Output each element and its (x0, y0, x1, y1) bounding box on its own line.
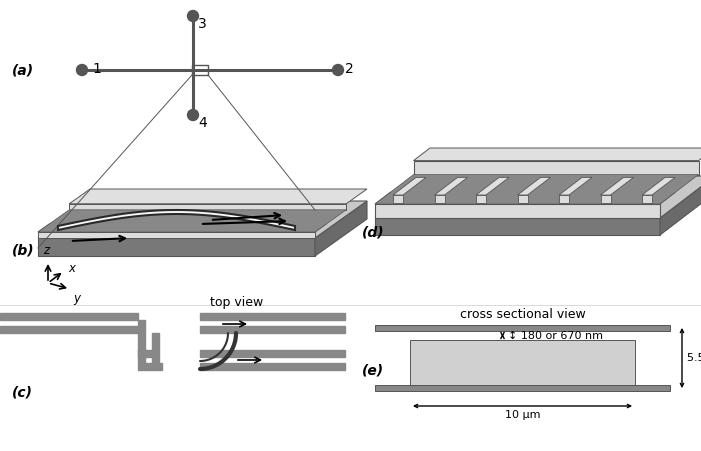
Bar (138, 363, 162, 370)
Text: (e): (e) (362, 363, 384, 377)
Circle shape (76, 64, 88, 75)
Text: (b): (b) (12, 243, 34, 257)
Polygon shape (69, 189, 367, 204)
Polygon shape (517, 177, 550, 195)
Polygon shape (559, 195, 569, 203)
Bar (138, 320, 145, 363)
Polygon shape (375, 176, 701, 218)
Polygon shape (38, 224, 327, 232)
Text: 1: 1 (92, 62, 101, 76)
Polygon shape (642, 177, 675, 195)
Bar (375, 325, 670, 331)
Bar (410, 340, 635, 385)
Polygon shape (375, 192, 675, 204)
Text: x: x (68, 262, 75, 276)
Text: 5.5 μm: 5.5 μm (687, 353, 701, 363)
Circle shape (332, 64, 343, 75)
Bar (138, 350, 152, 357)
Polygon shape (315, 201, 367, 256)
Polygon shape (38, 210, 346, 232)
Text: 2: 2 (345, 62, 354, 76)
Polygon shape (660, 176, 701, 235)
Text: top view: top view (210, 296, 264, 309)
Bar (0, 326, 138, 333)
Bar (200, 326, 345, 333)
Text: ↕ 180 or 670 nm: ↕ 180 or 670 nm (508, 331, 602, 341)
Bar (200, 363, 345, 370)
Polygon shape (375, 175, 698, 204)
Polygon shape (393, 177, 426, 195)
Polygon shape (38, 232, 315, 238)
Polygon shape (69, 204, 346, 210)
Text: cross sectional view: cross sectional view (460, 308, 585, 321)
Text: (d): (d) (362, 225, 385, 239)
Text: (c): (c) (12, 386, 33, 400)
Bar (152, 333, 159, 363)
Text: 3: 3 (198, 17, 207, 31)
Polygon shape (375, 218, 660, 235)
Circle shape (187, 10, 198, 22)
Polygon shape (517, 195, 527, 203)
Text: 10 μm: 10 μm (505, 410, 540, 420)
Bar (0, 313, 138, 320)
Bar (200, 350, 345, 357)
Polygon shape (601, 195, 611, 203)
Bar (192, 65, 208, 75)
Polygon shape (38, 238, 315, 256)
Polygon shape (476, 195, 486, 203)
Polygon shape (435, 195, 444, 203)
Polygon shape (58, 210, 295, 230)
Polygon shape (414, 161, 698, 175)
Polygon shape (559, 177, 592, 195)
Text: y: y (73, 292, 80, 305)
Polygon shape (375, 204, 660, 218)
Circle shape (187, 110, 198, 120)
Polygon shape (476, 177, 509, 195)
Text: z: z (43, 244, 49, 257)
Polygon shape (601, 177, 634, 195)
Bar (375, 385, 670, 391)
Polygon shape (414, 148, 701, 161)
Bar (200, 313, 345, 320)
Polygon shape (393, 195, 403, 203)
Polygon shape (435, 177, 468, 195)
Polygon shape (38, 201, 367, 238)
Text: (a): (a) (12, 63, 34, 77)
Text: 4: 4 (198, 116, 207, 130)
Polygon shape (642, 195, 652, 203)
